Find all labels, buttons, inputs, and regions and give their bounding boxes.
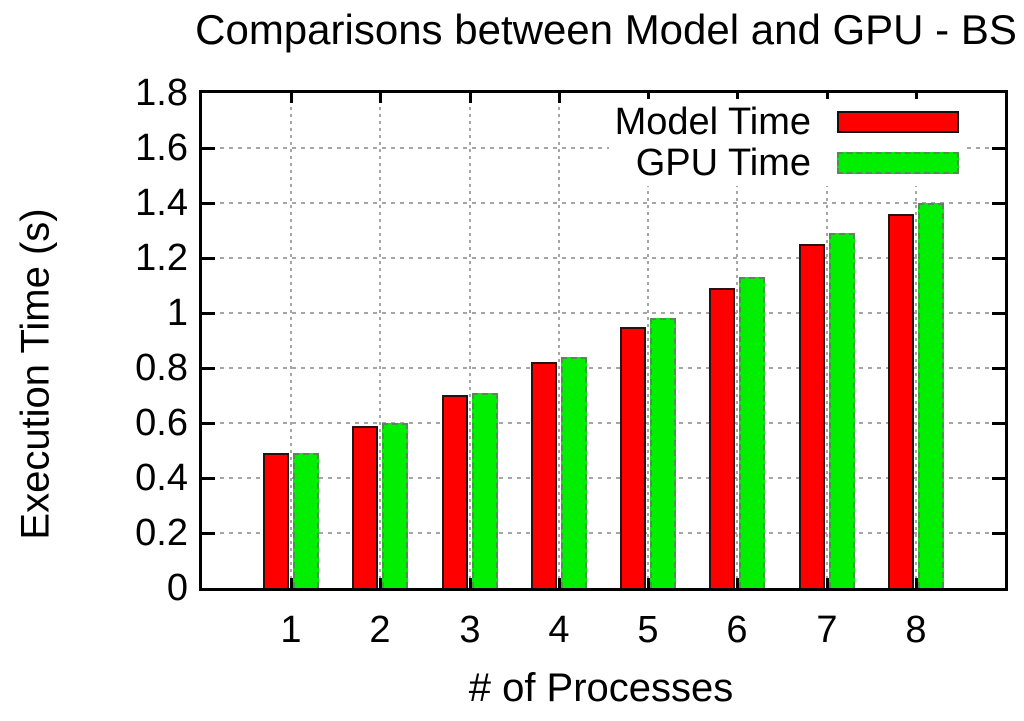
x-tick-label-2: 2 [369, 609, 391, 651]
x-tick-label-4: 4 [548, 609, 570, 651]
y-tick-label-0.4: 0.4 [135, 457, 188, 499]
bar-gpu-time-p3 [472, 393, 498, 588]
plot-area: Model Time GPU Time [199, 90, 1008, 591]
xtick-top-3 [468, 93, 472, 103]
bar-model-time-p3 [442, 395, 468, 588]
grid-layer [202, 93, 1005, 588]
y-tick-label-1.6: 1.6 [135, 127, 188, 169]
ytick-left [202, 256, 215, 260]
gridline-v-1 [290, 93, 292, 588]
bar-model-time-p5 [620, 327, 646, 588]
gridline-v-2 [379, 93, 381, 588]
gridline-v-3 [469, 93, 471, 588]
bar-model-time-p2 [352, 426, 378, 588]
xtick-bottom-7 [825, 578, 829, 588]
gridline-h-0.4 [202, 477, 1005, 479]
ytick-left [202, 366, 215, 370]
gridline-h-0.6 [202, 422, 1005, 424]
x-tick-label-5: 5 [637, 609, 659, 651]
ytick-right [992, 476, 1005, 480]
x-tick-label-8: 8 [905, 609, 927, 651]
xtick-bottom-8 [914, 578, 918, 588]
chart-title: Comparisons between Model and GPU - BS [195, 6, 1017, 53]
legend-label-model-time: Model Time [614, 100, 811, 143]
y-tick-label-1: 1 [166, 292, 188, 334]
gridline-h-0.2 [202, 532, 1005, 534]
bars-layer [202, 93, 1005, 588]
gridline-h-1.4 [202, 202, 1005, 204]
y-tick-label-0.8: 0.8 [135, 347, 188, 389]
y-tick-label-1.4: 1.4 [135, 182, 188, 224]
y-tick-label-0: 0 [166, 567, 188, 609]
ytick-left [202, 476, 215, 480]
bar-gpu-time-p5 [650, 318, 676, 588]
xtick-bottom-4 [557, 578, 561, 588]
bar-gpu-time-p4 [561, 357, 587, 588]
legend-swatch-gpu-time [837, 152, 959, 174]
ytick-right [992, 366, 1005, 370]
y-tick-label-0.2: 0.2 [135, 512, 188, 554]
x-tick-label-7: 7 [816, 609, 838, 651]
y-tick-label-1.8: 1.8 [135, 72, 188, 114]
gridline-v-8 [915, 93, 917, 588]
xtick-top-5 [646, 93, 650, 103]
ytick-right [992, 256, 1005, 260]
gridline-v-6 [736, 93, 738, 588]
ytick-left [202, 531, 215, 535]
xtick-top-1 [289, 93, 293, 103]
xtick-top-4 [557, 93, 561, 103]
bar-model-time-p6 [709, 288, 735, 588]
x-axis-label: # of Processes [468, 666, 734, 710]
y-tick-label-1.2: 1.2 [135, 237, 188, 279]
ytick-right [992, 421, 1005, 425]
bar-gpu-time-p7 [829, 233, 855, 588]
x-tick-label-6: 6 [726, 609, 748, 651]
xtick-top-8 [914, 93, 918, 103]
ytick-right [992, 201, 1005, 205]
bar-model-time-p8 [888, 214, 914, 588]
xtick-top-6 [735, 93, 739, 103]
ticks-layer [202, 93, 1005, 588]
gridline-v-4 [558, 93, 560, 588]
gridline-v-5 [647, 93, 649, 588]
xtick-bottom-6 [735, 578, 739, 588]
gridline-h-1 [202, 312, 1005, 314]
gridline-h-0.8 [202, 367, 1005, 369]
gridline-v-7 [826, 93, 828, 588]
x-tick-label-3: 3 [459, 609, 481, 651]
y-tick-label-0.6: 0.6 [135, 402, 188, 444]
xtick-bottom-1 [289, 578, 293, 588]
ytick-left [202, 146, 215, 150]
legend: Model Time GPU Time [608, 99, 965, 186]
legend-label-gpu-time: GPU Time [635, 141, 811, 184]
ytick-left [202, 421, 215, 425]
xtick-bottom-2 [378, 578, 382, 588]
bar-gpu-time-p1 [293, 453, 319, 588]
xtick-top-2 [378, 93, 382, 103]
ytick-right [992, 311, 1005, 315]
xtick-bottom-3 [468, 578, 472, 588]
legend-entry-model-time: Model Time [614, 100, 959, 143]
bar-gpu-time-p6 [739, 277, 765, 588]
legend-entry-gpu-time: GPU Time [615, 141, 959, 184]
ytick-right [992, 531, 1005, 535]
xtick-bottom-5 [646, 578, 650, 588]
bar-model-time-p7 [799, 244, 825, 588]
ytick-right [992, 146, 1005, 150]
ytick-left [202, 201, 215, 205]
legend-swatch-model-time [837, 111, 959, 133]
bar-gpu-time-p2 [382, 423, 408, 588]
bar-model-time-p1 [263, 453, 289, 588]
gridline-h-1.2 [202, 257, 1005, 259]
xtick-top-7 [825, 93, 829, 103]
x-tick-label-1: 1 [280, 609, 302, 651]
gridline-h-1.6 [202, 147, 1005, 149]
ytick-left [202, 311, 215, 315]
bar-gpu-time-p8 [918, 203, 944, 588]
bar-model-time-p4 [531, 362, 557, 588]
